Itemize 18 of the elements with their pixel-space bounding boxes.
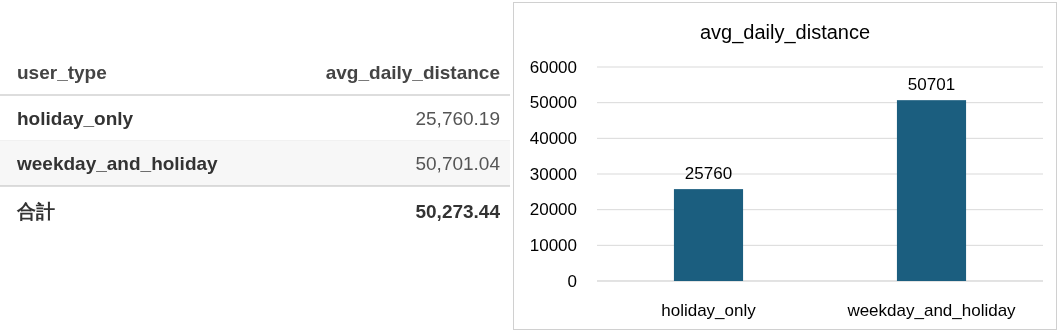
text: holiday_only xyxy=(17,107,134,129)
y-tick-label: 0 xyxy=(567,271,577,291)
data-label: 25760 xyxy=(684,163,733,183)
text: 25,760.19 xyxy=(415,107,500,129)
y-tick-label: 10000 xyxy=(529,235,577,255)
text: weekday_and_holiday xyxy=(16,152,219,174)
chart-title: avg_daily_distance xyxy=(699,21,871,44)
y-tick-label: 60000 xyxy=(529,57,577,77)
text: user_type xyxy=(17,61,107,83)
text: 50,701.04 xyxy=(415,152,501,174)
y-tick-label: 20000 xyxy=(529,200,577,220)
data-label: 50701 xyxy=(907,74,956,94)
y-tick-label: 30000 xyxy=(529,164,577,184)
y-tick-label: 40000 xyxy=(529,128,577,148)
text: avg_daily_distance xyxy=(325,61,500,83)
text: 50,273.44 xyxy=(415,200,501,222)
y-tick-label: 50000 xyxy=(529,93,577,113)
text: 合計 xyxy=(16,200,55,222)
